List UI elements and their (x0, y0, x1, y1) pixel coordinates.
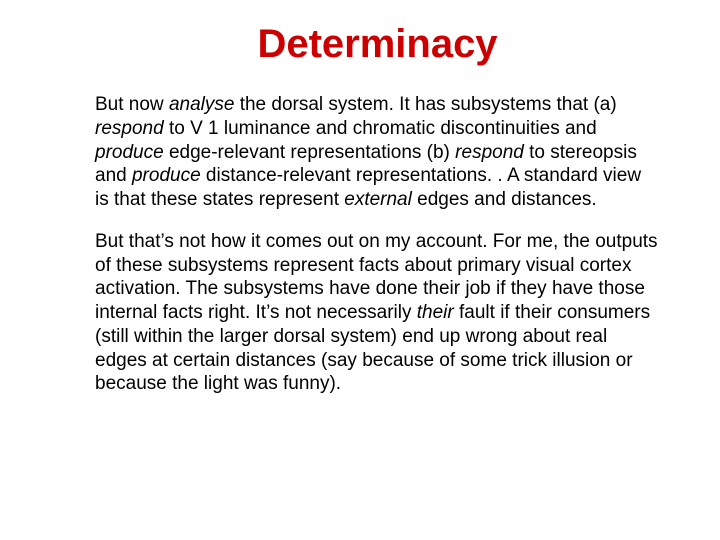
italic-run: produce (95, 142, 164, 163)
text-run: edge-relevant representations (b) (164, 142, 456, 163)
italic-run: produce (132, 165, 201, 186)
paragraph: But now analyse the dorsal system. It ha… (95, 93, 660, 212)
slide: Determinacy But now analyse the dorsal s… (0, 0, 720, 540)
paragraph: But that’s not how it comes out on my ac… (95, 230, 660, 396)
text-run: to V 1 luminance and chromatic discontin… (164, 118, 597, 139)
text-run: the dorsal system. It has subsystems tha… (234, 94, 616, 115)
italic-run: external (344, 189, 412, 210)
slide-title: Determinacy (95, 22, 660, 67)
text-run: But now (95, 94, 169, 115)
italic-run: their (417, 302, 454, 323)
text-run: edges and distances. (412, 189, 597, 210)
italic-run: respond (95, 118, 164, 139)
italic-run: respond (455, 142, 524, 163)
slide-body: But now analyse the dorsal system. It ha… (95, 93, 660, 396)
italic-run: analyse (169, 94, 235, 115)
